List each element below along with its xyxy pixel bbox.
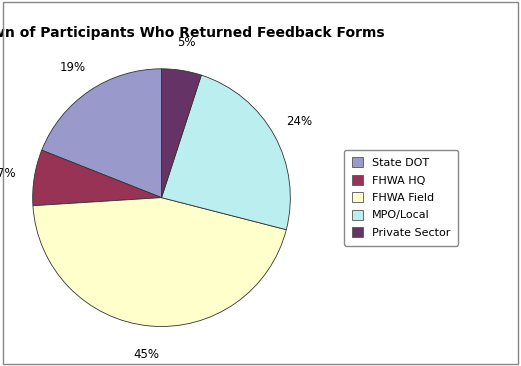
Text: 19%: 19% xyxy=(60,61,86,74)
Wedge shape xyxy=(42,69,162,198)
Text: 5%: 5% xyxy=(177,36,195,49)
Text: 7%: 7% xyxy=(0,167,16,180)
Wedge shape xyxy=(33,198,287,326)
Wedge shape xyxy=(162,75,290,230)
Legend: State DOT, FHWA HQ, FHWA Field, MPO/Local, Private Sector: State DOT, FHWA HQ, FHWA Field, MPO/Loca… xyxy=(344,150,458,246)
Text: Breakdown of Participants Who Returned Feedback Forms: Breakdown of Participants Who Returned F… xyxy=(0,26,385,40)
Text: 24%: 24% xyxy=(286,115,312,128)
Text: 45%: 45% xyxy=(134,348,160,361)
Wedge shape xyxy=(162,69,201,198)
Wedge shape xyxy=(33,150,162,206)
